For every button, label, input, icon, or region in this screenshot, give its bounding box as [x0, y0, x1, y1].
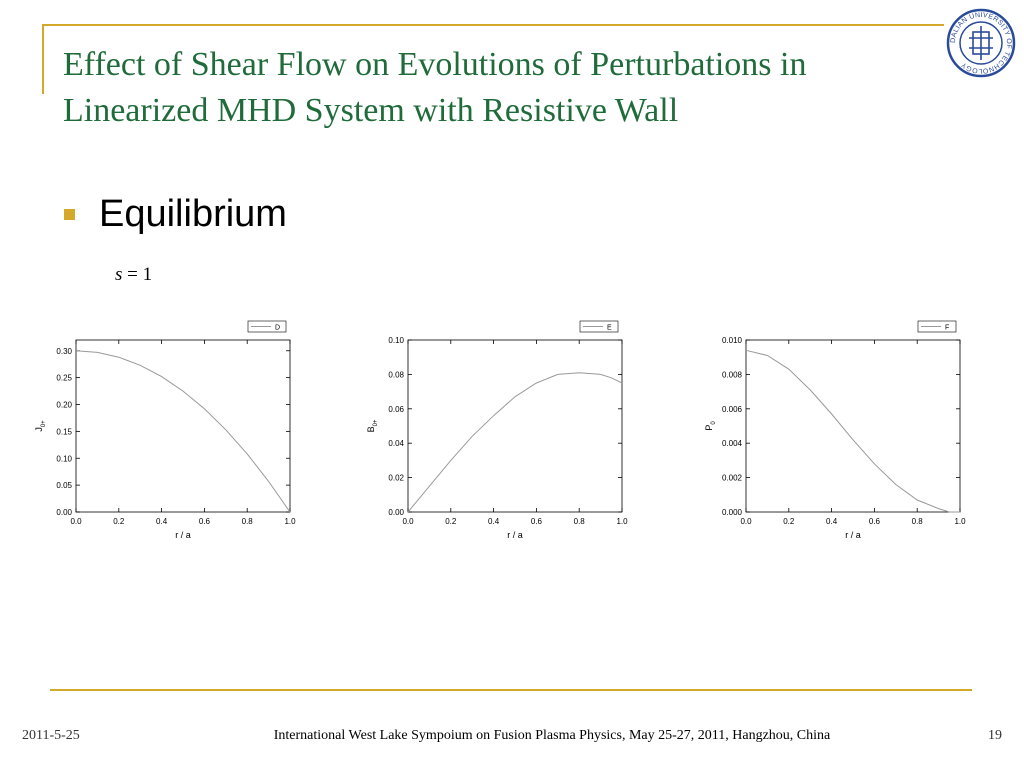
y-axis-label: B0+: [366, 419, 379, 432]
y-tick-label: 0.08: [388, 370, 404, 379]
legend-label: E: [607, 325, 612, 332]
x-tick-label: 0.4: [156, 517, 168, 526]
y-tick-label: 0.04: [388, 439, 404, 448]
bullet-text: Equilibrium: [99, 192, 287, 235]
equation-variable: s: [115, 264, 123, 285]
footer-conference: International West Lake Sympoium on Fusi…: [273, 728, 831, 743]
legend-label: F: [945, 325, 949, 332]
slide-title: Effect of Shear Flow on Evolutions of Pe…: [63, 46, 807, 129]
legend: D: [247, 320, 287, 333]
y-tick-label: 0.15: [56, 427, 72, 436]
plot-frame: [745, 339, 961, 513]
x-tick-label: 0.8: [912, 517, 924, 526]
title-frame-edge: [42, 24, 44, 94]
y-tick-label: 0.00: [388, 508, 404, 517]
x-tick-label: 1.0: [954, 517, 966, 526]
x-tick-label: 0.2: [445, 517, 457, 526]
x-tick-label: 0.4: [826, 517, 838, 526]
series-line: [75, 350, 291, 513]
series-line: [407, 372, 623, 513]
x-axis-label: r / a: [845, 530, 861, 540]
legend-label: D: [275, 325, 280, 332]
y-tick-label: 0.004: [722, 439, 743, 448]
chart-svg: 0.0 0.2 0.4 0.6 0.8 1.0 0.00 0.05 0.10 0.15 0.20 0.…: [34, 320, 296, 540]
footer-date: 2011-5-25: [22, 728, 80, 743]
y-tick-label: 0.00: [56, 508, 72, 517]
x-tick-label: 0.6: [869, 517, 881, 526]
y-axis-label: P0: [704, 421, 717, 431]
x-axis-label: r / a: [175, 530, 191, 540]
plot-frame: [75, 339, 291, 513]
x-tick-label: 0.8: [574, 517, 586, 526]
title-frame-line: [42, 24, 944, 26]
legend: F: [917, 320, 957, 333]
y-tick-label: 0.006: [722, 405, 743, 414]
footer-rule: [50, 689, 972, 691]
legend: E: [579, 320, 619, 333]
chart-pressure: 0.0 0.2 0.4 0.6 0.8 1.0 0.000 0.002 0.004 0.006 0.…: [700, 316, 970, 546]
x-tick-label: 0.6: [199, 517, 211, 526]
plot-frame: [407, 339, 623, 513]
bullet-item: Equilibrium: [64, 192, 287, 236]
y-tick-label: 0.25: [56, 374, 72, 383]
equation-rhs: = 1: [127, 264, 153, 285]
y-tick-label: 0.10: [56, 454, 72, 463]
y-tick-label: 0.20: [56, 401, 72, 410]
y-tick-label: 0.06: [388, 405, 404, 414]
x-tick-label: 0.0: [402, 517, 414, 526]
y-tick-label: 0.02: [388, 474, 404, 483]
x-tick-label: 0.2: [113, 517, 125, 526]
bullet-marker-icon: [64, 208, 75, 220]
x-tick-label: 0.6: [531, 517, 543, 526]
y-tick-label: 0.010: [722, 336, 743, 345]
x-tick-label: 1.0: [284, 517, 296, 526]
x-tick-label: 0.4: [488, 517, 500, 526]
series-line: [745, 349, 960, 513]
university-logo: DALIAN UNIVERSITY OF TECHNOLOGY: [946, 8, 1016, 78]
chart-magnetic-field: 0.0 0.2 0.4 0.6 0.8 1.0 0.00 0.02 0.04 0.06 0.08 0.…: [362, 316, 632, 546]
chart-svg: 0.0 0.2 0.4 0.6 0.8 1.0 0.000 0.002 0.004 0.006 0.…: [704, 320, 966, 540]
y-tick-label: 0.05: [56, 481, 72, 490]
y-tick-label: 0.10: [388, 336, 404, 345]
x-tick-label: 1.0: [616, 517, 628, 526]
y-tick-label: 0.30: [56, 347, 72, 356]
chart-svg: 0.0 0.2 0.4 0.6 0.8 1.0 0.00 0.02 0.04 0.06 0.08 0.…: [366, 320, 628, 540]
x-tick-label: 0.8: [242, 517, 254, 526]
equation: s = 1: [115, 264, 152, 286]
x-tick-label: 0.0: [740, 517, 752, 526]
y-axis-label: J0+: [34, 420, 47, 432]
y-tick-label: 0.000: [722, 508, 743, 517]
x-tick-label: 0.0: [70, 517, 82, 526]
page-number: 19: [988, 728, 1002, 743]
chart-current-density: 0.0 0.2 0.4 0.6 0.8 1.0 0.00 0.05 0.10 0.15 0.20 0.…: [30, 316, 300, 546]
x-axis-label: r / a: [507, 530, 523, 540]
y-tick-label: 0.002: [722, 474, 743, 483]
y-tick-label: 0.008: [722, 370, 743, 379]
x-tick-label: 0.2: [783, 517, 795, 526]
